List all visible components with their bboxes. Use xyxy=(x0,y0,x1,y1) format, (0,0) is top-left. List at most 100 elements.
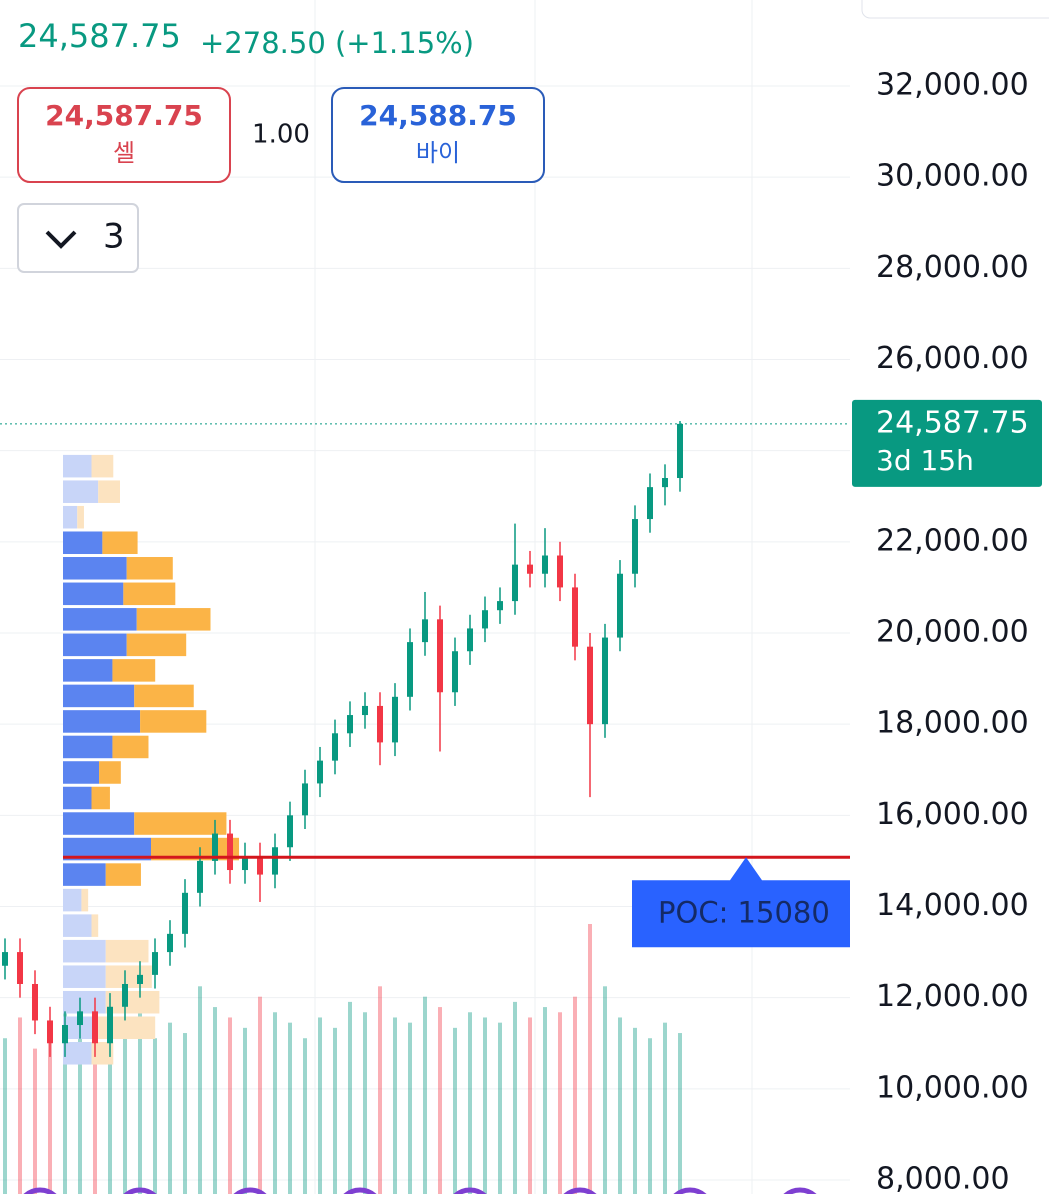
candle-body xyxy=(452,651,458,693)
profile-sell xyxy=(98,480,120,503)
y-tick-label: 14,000.00 xyxy=(876,888,1029,923)
candle-body xyxy=(182,892,188,934)
sell-button[interactable] xyxy=(17,87,231,183)
y-tick-label: 10,000.00 xyxy=(876,1070,1029,1105)
y-tick-label: 16,000.00 xyxy=(876,797,1029,832)
y-tick-label: 8,000.00 xyxy=(876,1162,1010,1195)
candle-body xyxy=(272,847,278,875)
volume-bar xyxy=(618,1017,622,1194)
profile-sell xyxy=(91,786,110,810)
volume-bar xyxy=(198,986,202,1194)
candle-body xyxy=(482,610,488,629)
candle-body xyxy=(77,1011,83,1026)
dropdown-value: 3 xyxy=(103,217,125,257)
volume-bar xyxy=(588,924,592,1194)
candle-body xyxy=(212,833,218,861)
volume-bar xyxy=(453,1027,457,1194)
icon xyxy=(779,1187,821,1198)
volume-bar xyxy=(543,1007,547,1194)
candle-body xyxy=(662,478,668,488)
candle-body xyxy=(617,573,623,638)
volume-bar xyxy=(558,1012,562,1194)
icon xyxy=(119,1187,161,1198)
profile-sell xyxy=(81,888,89,912)
volume-bar xyxy=(678,1033,682,1194)
candle-body xyxy=(107,1006,113,1044)
volume-bar xyxy=(363,1012,367,1194)
candle-body xyxy=(572,587,578,647)
buy-label: 바이 xyxy=(416,139,460,167)
y-tick-label: 30,000.00 xyxy=(876,159,1029,194)
dropdown[interactable] xyxy=(17,203,139,273)
volume-bar xyxy=(423,996,427,1194)
candle-body xyxy=(527,564,533,574)
volume-bar xyxy=(573,996,577,1194)
volume-bar xyxy=(348,1001,352,1194)
candle-body xyxy=(47,1020,53,1044)
y-tick-label: 22,000.00 xyxy=(876,523,1029,558)
buy-button[interactable] xyxy=(331,87,545,183)
candle-body xyxy=(602,637,608,725)
profile-sell xyxy=(112,659,156,682)
profile-sell xyxy=(136,608,211,631)
candle-body xyxy=(467,628,473,652)
candle-body xyxy=(137,974,143,984)
icon xyxy=(449,1187,491,1198)
candle-body xyxy=(362,705,368,716)
volume-bar xyxy=(273,1012,277,1194)
grid xyxy=(314,0,753,1194)
chevron xyxy=(45,230,77,249)
volume-bar xyxy=(213,1007,217,1194)
volume-bar xyxy=(78,1038,82,1194)
profile-sell xyxy=(98,1016,156,1040)
profile-buy xyxy=(63,812,135,835)
last-price-box xyxy=(852,399,1042,487)
profile-buy xyxy=(63,990,106,1014)
candle-body xyxy=(392,696,398,743)
profile-buy xyxy=(63,735,113,759)
volume-bar xyxy=(633,1027,637,1194)
profile-sell xyxy=(102,531,138,555)
profile-sell xyxy=(105,863,141,886)
header-price: 24,587.75 xyxy=(18,17,181,55)
profile-sell xyxy=(91,914,99,937)
candle-body xyxy=(302,783,308,816)
candle-body xyxy=(317,760,323,784)
quantity[interactable]: 1.00 xyxy=(252,120,310,150)
volume-bar xyxy=(33,1048,37,1194)
buy-price: 24,588.75 xyxy=(359,99,517,132)
profile-buy xyxy=(63,965,106,988)
profile-buy xyxy=(63,837,151,861)
profile-sell xyxy=(105,965,152,988)
volume-bar xyxy=(228,1017,232,1194)
candle-body xyxy=(542,555,548,574)
y-tick-label: 20,000.00 xyxy=(876,615,1029,650)
candle-body xyxy=(587,646,593,725)
profile-buy xyxy=(63,454,92,478)
profile-sell xyxy=(140,710,207,733)
volume-bar xyxy=(168,1022,172,1194)
candle-body xyxy=(62,1025,68,1044)
last-price-label: 24,587.75 xyxy=(876,405,1029,440)
volume-bar xyxy=(183,1033,187,1194)
profile-sell xyxy=(105,990,160,1014)
profile-buy xyxy=(63,633,127,657)
candle-body xyxy=(512,564,518,602)
candle-body xyxy=(17,952,23,984)
volume-bar xyxy=(333,1027,337,1194)
y-tick-label: 18,000.00 xyxy=(876,706,1029,741)
icon xyxy=(559,1187,601,1198)
candle-body xyxy=(122,983,128,1007)
volume-bar xyxy=(438,1007,442,1194)
icon xyxy=(19,1187,61,1198)
plot: POC: 15080 xyxy=(0,85,850,1194)
volume-bar xyxy=(498,1022,502,1194)
y-tick-label: 26,000.00 xyxy=(876,341,1029,376)
profile-buy xyxy=(63,582,124,606)
profile-sell xyxy=(134,684,194,708)
profile-sell xyxy=(126,633,187,657)
profile-buy xyxy=(63,505,78,529)
profile-sell xyxy=(105,939,149,963)
profile-sell xyxy=(91,454,114,478)
candle-body xyxy=(332,733,338,761)
